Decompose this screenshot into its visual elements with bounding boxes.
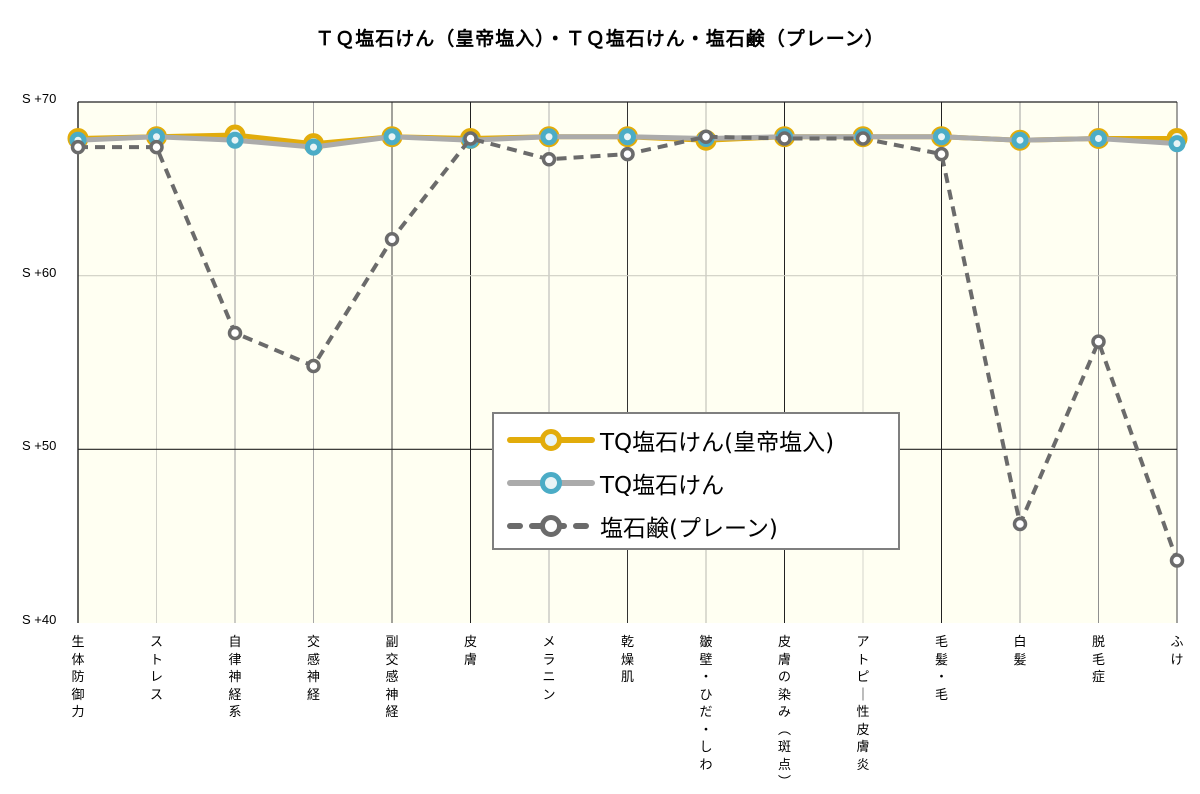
y-tick-label: S +60 (22, 264, 57, 280)
legend-dashed-line-marker-icon (507, 515, 595, 537)
data-point-marker[interactable] (227, 325, 243, 341)
data-point-marker[interactable] (933, 128, 950, 146)
y-tick-label: S +40 (22, 612, 57, 627)
x-tick-label: 皺壁・ひだ・しわ (699, 635, 713, 773)
x-tick-label: 交感神経 (306, 635, 320, 703)
x-tick-label: ストレス (149, 635, 163, 703)
legend-label: TQ塩石けん (600, 473, 725, 499)
legend-gray-teal-line-marker-icon (507, 472, 595, 494)
data-point-marker[interactable] (1090, 129, 1107, 147)
x-tick-label: 皮膚 (463, 635, 477, 668)
y-tick-label: S +70 (22, 91, 57, 106)
x-tick-label: 皮膚の染み ︵ 斑点 ︶ (777, 635, 791, 790)
data-point-marker[interactable] (1091, 334, 1106, 349)
x-tick-label: 白髪 (1013, 635, 1027, 668)
data-point-marker[interactable] (620, 146, 635, 162)
data-point-marker[interactable] (855, 131, 871, 146)
legend-item-plain: 塩石鹸(プレーン) (506, 506, 778, 546)
data-point-marker[interactable] (306, 358, 321, 374)
x-tick-label: 脱毛症 (1091, 635, 1105, 685)
chart-title: ＴＱ塩石けん（皇帝塩入）・ＴＱ塩石けん・塩石鹸（プレーン） (315, 28, 885, 50)
y-tick-label: S +50 (22, 438, 57, 454)
data-point-marker[interactable] (149, 139, 164, 155)
data-point-marker[interactable] (619, 128, 636, 146)
legend-label: TQ塩石けん(皇帝塩入) (600, 430, 835, 456)
data-point-marker[interactable] (1011, 131, 1029, 149)
data-point-marker[interactable] (698, 129, 714, 144)
data-point-marker[interactable] (384, 231, 400, 247)
data-point-marker[interactable] (540, 128, 558, 146)
x-tick-label: 生体防御力 (71, 635, 85, 720)
legend-item-tq: TQ塩石けん (506, 463, 724, 503)
legend: TQ塩石けん(皇帝塩入) TQ塩石けん 塩石鹸(プレーン) (492, 412, 900, 550)
x-tick-label: 副交感神経 (385, 635, 399, 720)
data-point-marker[interactable] (1168, 135, 1186, 153)
data-point-marker[interactable] (383, 128, 401, 146)
x-tick-label: アトピ｜性皮膚炎 (856, 635, 870, 773)
legend-item-tq-imperial: TQ塩石けん(皇帝塩入) (506, 420, 834, 460)
legend-gold-line-marker-icon (507, 429, 595, 451)
data-point-marker[interactable] (1012, 516, 1028, 532)
data-point-marker[interactable] (226, 131, 244, 149)
data-point-marker[interactable] (934, 146, 949, 162)
data-point-marker[interactable] (70, 139, 86, 155)
x-tick-label: ふけ (1170, 635, 1184, 668)
x-tick-label: 毛髪・毛 (934, 635, 948, 703)
data-point-marker[interactable] (777, 131, 792, 146)
data-point-marker[interactable] (541, 152, 557, 167)
x-tick-label: メラニン (542, 635, 556, 703)
x-tick-label: 乾燥肌 (620, 635, 634, 685)
legend-label: 塩石鹸(プレーン) (600, 516, 778, 542)
x-tick-label: 自律神経系 (228, 635, 242, 720)
data-point-marker[interactable] (463, 131, 478, 146)
data-point-marker[interactable] (1169, 553, 1185, 568)
data-point-marker[interactable] (305, 138, 322, 156)
